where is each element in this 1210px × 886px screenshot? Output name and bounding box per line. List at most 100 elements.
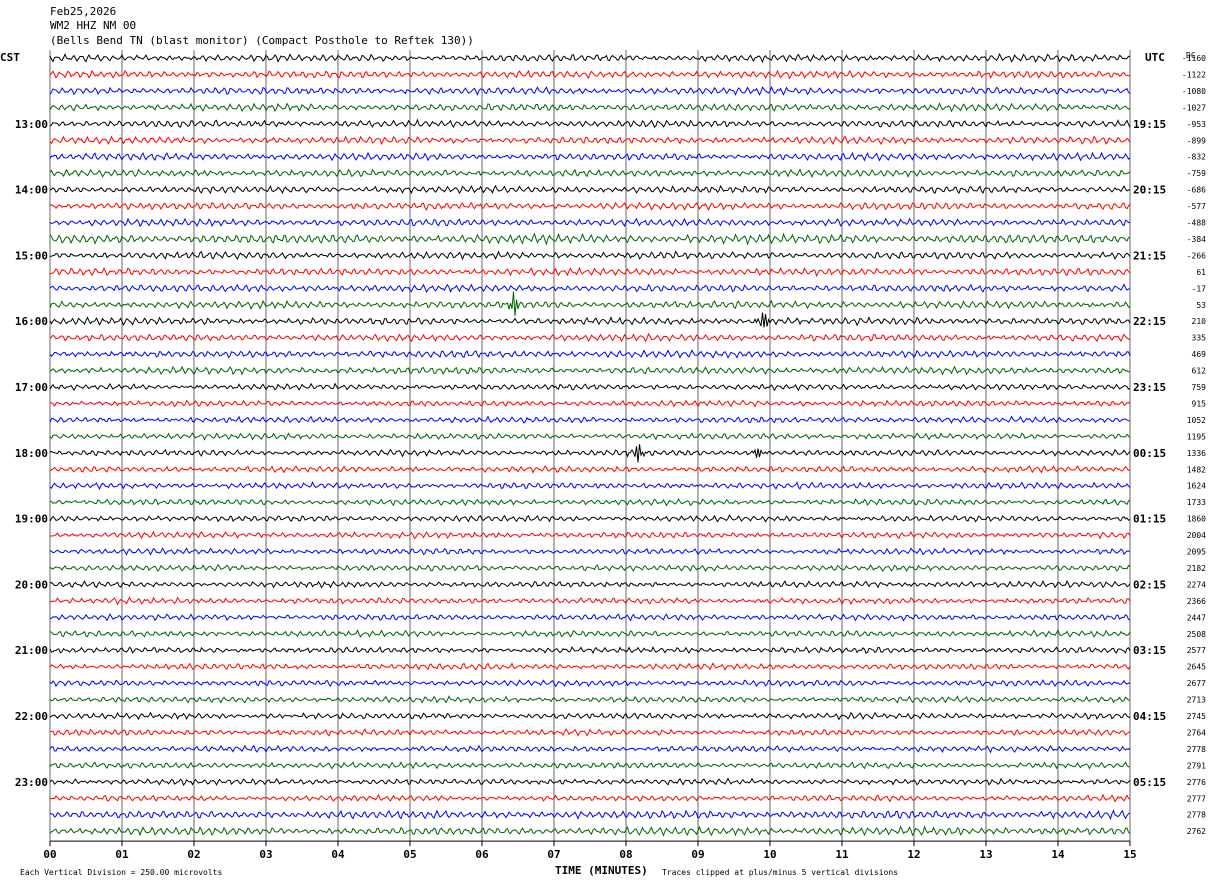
seismic-trace bbox=[49, 744, 1131, 754]
cst-hour-label: 18:00 bbox=[15, 447, 48, 460]
x-tick-label: 10 bbox=[763, 848, 776, 861]
seismic-trace bbox=[49, 444, 1131, 463]
dc-offset-label: -384 bbox=[1187, 235, 1206, 244]
seismic-trace bbox=[49, 201, 1131, 211]
seismic-trace bbox=[49, 728, 1131, 737]
dc-offset-label: 1624 bbox=[1187, 482, 1206, 491]
seismic-trace bbox=[49, 332, 1131, 343]
seismic-trace bbox=[49, 349, 1131, 359]
seismic-trace bbox=[49, 481, 1131, 491]
seismic-trace bbox=[49, 809, 1131, 820]
seismic-trace bbox=[49, 645, 1131, 655]
x-tick-label: 12 bbox=[907, 848, 920, 861]
seismic-trace bbox=[49, 291, 1131, 316]
utc-hour-label: 03:15 bbox=[1133, 644, 1166, 657]
utc-hour-label: 20:15 bbox=[1133, 184, 1166, 197]
dc-offset-label: 2447 bbox=[1187, 613, 1206, 622]
cst-hour-label: 14:00 bbox=[15, 184, 48, 197]
dc-offset-label: 1860 bbox=[1187, 515, 1206, 524]
seismic-trace bbox=[49, 679, 1131, 688]
dc-offset-label: 759 bbox=[1192, 383, 1207, 392]
cst-hour-label: 22:00 bbox=[15, 710, 48, 723]
dc-offset-label: 2645 bbox=[1187, 663, 1206, 672]
x-tick-label: 11 bbox=[835, 848, 849, 861]
seismic-trace bbox=[49, 530, 1131, 540]
dc-offset-label: -488 bbox=[1187, 219, 1206, 228]
seismic-trace bbox=[49, 184, 1131, 195]
dc-offset-label: 2713 bbox=[1187, 696, 1206, 705]
dc-offset-label: 2778 bbox=[1187, 811, 1206, 820]
dc-offset-label: 335 bbox=[1192, 334, 1207, 343]
dc-offset-label: -832 bbox=[1187, 153, 1206, 162]
dc-offset-label: 2004 bbox=[1187, 531, 1206, 540]
x-tick-label: 05 bbox=[403, 848, 416, 861]
station-description: (Bells Bend TN (blast monitor) (Compact … bbox=[50, 34, 474, 47]
utc-hour-label: 05:15 bbox=[1133, 776, 1166, 789]
dc-offset-label: -899 bbox=[1187, 136, 1206, 145]
dc-offset-label: 612 bbox=[1192, 367, 1207, 376]
cst-hour-label: 15:00 bbox=[15, 249, 48, 262]
dc-label: DC bbox=[1186, 51, 1196, 60]
utc-hour-label: 22:15 bbox=[1133, 315, 1166, 328]
dc-offset-label: 1195 bbox=[1187, 432, 1206, 441]
seismic-trace bbox=[49, 217, 1131, 228]
dc-offset-label: 915 bbox=[1192, 399, 1207, 408]
utc-hour-label: 02:15 bbox=[1133, 578, 1166, 591]
seismic-trace bbox=[49, 85, 1131, 97]
seismic-trace bbox=[49, 793, 1131, 803]
utc-hour-label: 00:15 bbox=[1133, 447, 1166, 460]
seismic-trace bbox=[49, 312, 1131, 328]
dc-offset-label: 2577 bbox=[1187, 646, 1206, 655]
seismic-trace bbox=[49, 711, 1131, 721]
seismic-trace bbox=[49, 761, 1130, 770]
x-tick-label: 07 bbox=[547, 848, 560, 861]
dc-offset-label: -686 bbox=[1187, 186, 1206, 195]
cst-hour-label: 23:00 bbox=[15, 776, 48, 789]
dc-offset-label: 2366 bbox=[1187, 597, 1206, 606]
dc-offset-label: -1122 bbox=[1182, 70, 1206, 79]
seismic-trace bbox=[49, 283, 1131, 294]
dc-offset-label: -953 bbox=[1187, 120, 1206, 129]
seismic-trace bbox=[49, 399, 1131, 408]
dc-offset-label: 2677 bbox=[1187, 679, 1206, 688]
seismic-trace bbox=[49, 52, 1131, 64]
labels: CST UTC DC TIME (MINUTES) Each Vertical … bbox=[0, 51, 1206, 877]
utc-hour-label: 23:15 bbox=[1133, 381, 1166, 394]
seismic-trace bbox=[49, 135, 1131, 146]
dc-offset-label: 61 bbox=[1196, 268, 1206, 277]
dc-offset-label: -17 bbox=[1192, 284, 1207, 293]
dc-offset-label: 469 bbox=[1192, 350, 1207, 359]
dc-offset-label: 2182 bbox=[1187, 564, 1206, 573]
x-tick-label: 00 bbox=[43, 848, 56, 861]
dc-offset-label: -1160 bbox=[1182, 54, 1206, 63]
dc-offset-label: 210 bbox=[1192, 317, 1207, 326]
cst-hour-label: 16:00 bbox=[15, 315, 48, 328]
x-tick-label: 03 bbox=[259, 848, 272, 861]
seismic-trace bbox=[49, 695, 1131, 704]
seismic-trace bbox=[49, 777, 1131, 786]
dc-offset-label: 1052 bbox=[1187, 416, 1206, 425]
seismic-trace bbox=[49, 102, 1131, 113]
seismic-trace bbox=[49, 465, 1131, 474]
x-tick-label: 13 bbox=[979, 848, 992, 861]
cst-label: CST bbox=[0, 51, 20, 64]
dc-offset-label: -577 bbox=[1187, 202, 1206, 211]
seismic-trace bbox=[49, 563, 1131, 573]
dc-offset-label: 2274 bbox=[1187, 580, 1206, 589]
cst-hour-label: 19:00 bbox=[15, 513, 48, 526]
dc-offset-label: 1336 bbox=[1187, 449, 1206, 458]
plot-date: Feb25,2026 bbox=[50, 5, 117, 18]
dc-offset-label: 1482 bbox=[1187, 465, 1206, 474]
dc-offset-label: 2777 bbox=[1187, 794, 1206, 803]
station-code: WM2 HHZ NM 00 bbox=[50, 19, 137, 32]
x-tick-label: 06 bbox=[475, 848, 489, 861]
traces bbox=[49, 52, 1131, 837]
seismic-trace bbox=[49, 514, 1131, 523]
seismic-trace bbox=[49, 596, 1131, 606]
grid bbox=[49, 50, 1131, 847]
dc-offset-label: 2791 bbox=[1187, 761, 1206, 770]
seismic-trace bbox=[49, 825, 1131, 837]
seismic-trace bbox=[49, 69, 1131, 80]
cst-hour-label: 20:00 bbox=[15, 578, 48, 591]
